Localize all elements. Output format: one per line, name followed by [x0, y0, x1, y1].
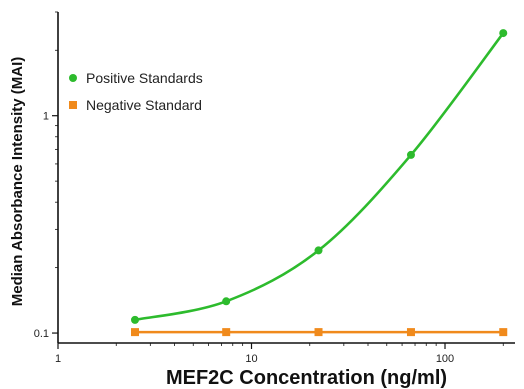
- negative-standard-point: [314, 328, 323, 337]
- x-axis-title: MEF2C Concentration (ng/ml): [166, 367, 447, 389]
- positive-standards-legend-label: Positive Standards: [86, 70, 203, 86]
- negative-standard-point: [131, 328, 140, 337]
- legend: Positive Standards Negative Standard: [69, 70, 203, 113]
- positive-standards-point: [499, 29, 508, 38]
- negative-standard-legend-marker: [69, 101, 77, 109]
- x-tick-label: 1: [55, 353, 61, 365]
- series-layer: [131, 29, 508, 337]
- positive-standards-point: [314, 246, 323, 255]
- negative-standard-legend-label: Negative Standard: [86, 97, 202, 113]
- axes: 1 10 100 0.1 1: [34, 11, 515, 365]
- y-axis-title: Median Absorbance Intensity (MAI): [9, 57, 26, 306]
- negative-standard-point: [499, 328, 508, 337]
- negative-standard-point: [406, 328, 415, 337]
- positive-standards-point: [131, 315, 140, 324]
- positive-standards-point: [222, 297, 231, 306]
- x-tick-label: 100: [436, 353, 454, 365]
- x-tick-label: 10: [245, 353, 257, 365]
- positive-standards-legend-marker: [69, 74, 77, 82]
- y-tick-label: 1: [43, 111, 49, 123]
- y-tick-label: 0.1: [34, 328, 49, 340]
- positive-standards-line: [134, 32, 505, 322]
- positive-standards-point: [406, 150, 415, 159]
- negative-standard-point: [222, 328, 231, 337]
